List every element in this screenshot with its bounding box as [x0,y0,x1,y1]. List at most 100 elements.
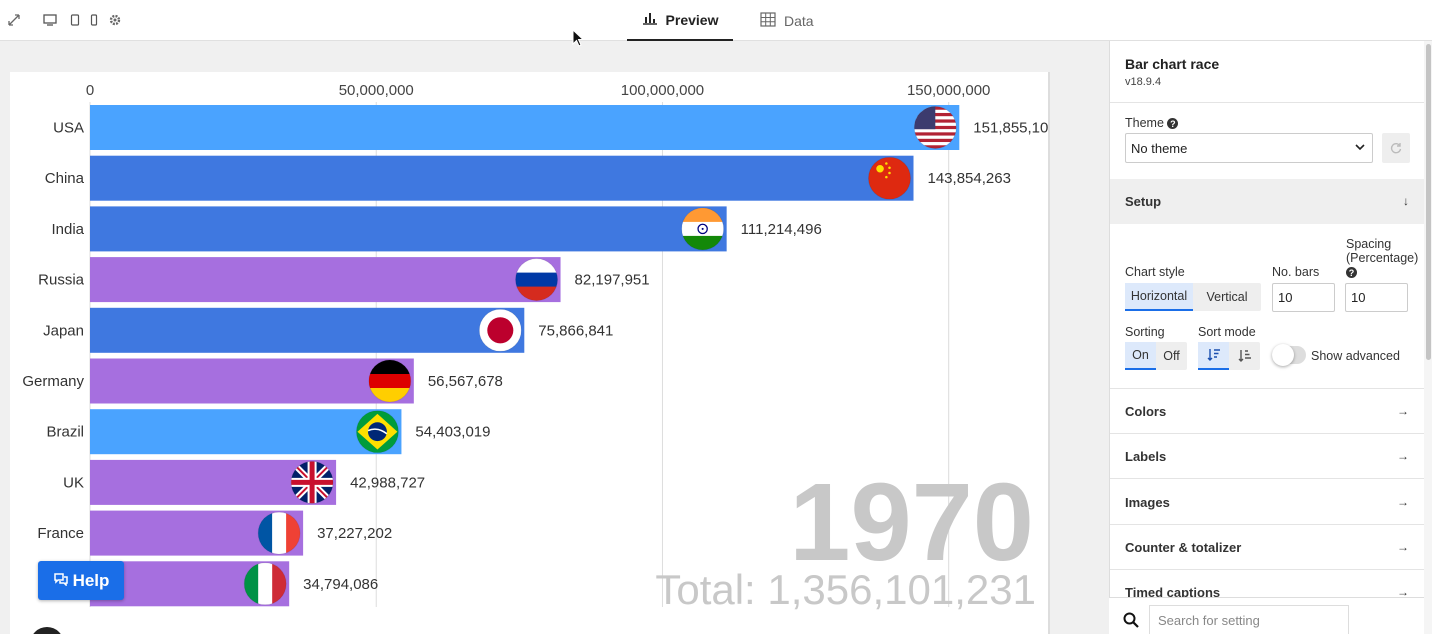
tab-data[interactable]: Data [760,0,820,41]
show-advanced-label: Show advanced [1311,349,1400,363]
value-label: 56,567,678 [428,373,503,390]
section-colors-label: Colors [1125,403,1167,419]
category-label: Japan [43,322,84,339]
question-icon[interactable]: ? [1346,267,1357,279]
value-label: 82,197,951 [575,272,650,289]
panel-title: Bar chart race [1125,56,1220,72]
tab-preview[interactable]: Preview [627,0,733,41]
uk-flag-icon [290,460,334,504]
chart-preview: 0 50,000,000 100,000,000 150,000,000 1970 Tot… [10,72,1048,634]
bar [90,358,414,404]
section-images[interactable]: Images → [1110,480,1424,525]
settings-search-bar: Search for setting [1109,597,1424,634]
sort-descending-button[interactable] [1198,342,1229,370]
tab-preview-label: Preview [665,11,719,28]
bar [90,257,561,303]
bar-group-germany: Germany 56,567,678 [22,358,503,404]
top-toolbar: Preview Data [0,0,1432,41]
tablet-view-icon[interactable] [68,13,82,27]
no-bars-input[interactable]: 10 [1272,283,1335,312]
bar [90,307,525,353]
section-counter-totalizer[interactable]: Counter & totalizer → [1110,525,1424,570]
usa-flag-icon [913,106,957,149]
value-label: 75,866,841 [538,322,613,339]
settings-search-input[interactable]: Search for setting [1149,605,1349,634]
canvas-edge [1048,72,1050,634]
arrow-right-icon: → [1397,404,1409,418]
question-icon[interactable]: ? [1167,118,1179,130]
arrow-right-icon: → [1397,449,1409,463]
mouse-cursor-icon [572,29,584,47]
chart-style-horizontal[interactable]: Horizontal [1125,283,1193,311]
russia-flag-icon [515,258,559,302]
section-labels[interactable]: Labels → [1110,434,1424,479]
arrow-right-icon: → [1397,495,1409,509]
section-setup[interactable]: Setup ↓ [1110,179,1424,224]
sorting-toggle: On Off [1125,342,1187,370]
sort-ascending-icon [1238,350,1251,362]
expand-icon[interactable] [7,13,21,27]
help-button[interactable]: Help [38,561,124,600]
category-label: UK [63,474,84,491]
germany-flag-icon [368,359,412,403]
sort-ascending-button[interactable] [1229,342,1260,370]
france-flag-icon [257,511,301,555]
spacing-label-line2: (Percentage) [1346,251,1419,265]
bar [90,409,402,455]
bar-group-italy: 34,794,086 [90,561,378,607]
x-tick-label: 0 [86,82,94,99]
arrow-right-icon: → [1397,585,1409,599]
bar-group-russia: Russia 82,197,951 [38,257,650,303]
chart-style-vertical[interactable]: Vertical [1206,290,1248,304]
brazil-flag-icon [355,410,399,454]
bar-group-brazil: Brazil 54,403,019 [46,409,491,455]
sorting-off[interactable]: Off [1163,349,1180,363]
spacing-label: Spacing (Percentage) ? [1346,237,1418,279]
panel-version: v18.9.4 [1125,76,1162,88]
spacing-input[interactable]: 10 [1345,283,1408,312]
category-label: Brazil [46,424,84,441]
section-colors[interactable]: Colors → [1110,389,1424,434]
refresh-theme-button[interactable] [1382,133,1410,163]
value-label: 34,794,086 [303,576,378,593]
category-label: France [37,525,84,542]
avatar[interactable] [30,627,64,634]
china-flag-icon [868,156,912,200]
sorting-on[interactable]: On [1125,342,1156,370]
bar-group-france: France 37,227,202 [37,510,392,556]
section-setup-label: Setup [1125,194,1162,209]
divider [1110,388,1424,389]
bar [90,105,960,150]
gear-icon[interactable] [108,13,122,27]
value-label: 42,988,727 [350,474,425,491]
x-tick-label: 100,000,000 [621,82,704,99]
category-label: China [45,170,85,187]
mobile-view-icon[interactable] [87,13,101,27]
value-label: 37,227,202 [317,525,392,542]
panel-scrollbar-thumb[interactable] [1426,44,1431,360]
theme-select-value: No theme [1131,140,1188,156]
arrow-down-icon: ↓ [1403,194,1409,208]
refresh-icon [1390,143,1402,154]
spacing-label-line1: Spacing [1346,237,1392,251]
bar-chart-race: 0 50,000,000 100,000,000 150,000,000 1970Tot… [22,82,1048,613]
value-label: 151,855,109 [973,120,1048,137]
search-icon [1123,612,1139,628]
section-images-label: Images [1125,494,1170,510]
show-advanced-switch[interactable] [1272,344,1306,366]
section-counter-label: Counter & totalizer [1125,539,1242,555]
japan-flag-icon [478,308,522,352]
theme-label-text: Theme [1125,116,1164,130]
desktop-view-icon[interactable] [43,13,57,27]
category-label: Russia [38,272,85,289]
tab-data-label: Data [784,12,814,29]
help-button-label: Help [72,570,110,590]
sort-mode-label: Sort mode [1198,325,1256,339]
theme-select[interactable]: No theme [1125,133,1373,163]
bar-group-uk: UK 42,988,727 [63,459,425,505]
sort-descending-icon [1207,349,1220,361]
bar [90,206,727,252]
value-label: 111,214,496 [741,221,822,238]
section-timed-captions-label: Timed captions [1125,584,1221,600]
divider [1110,102,1424,103]
